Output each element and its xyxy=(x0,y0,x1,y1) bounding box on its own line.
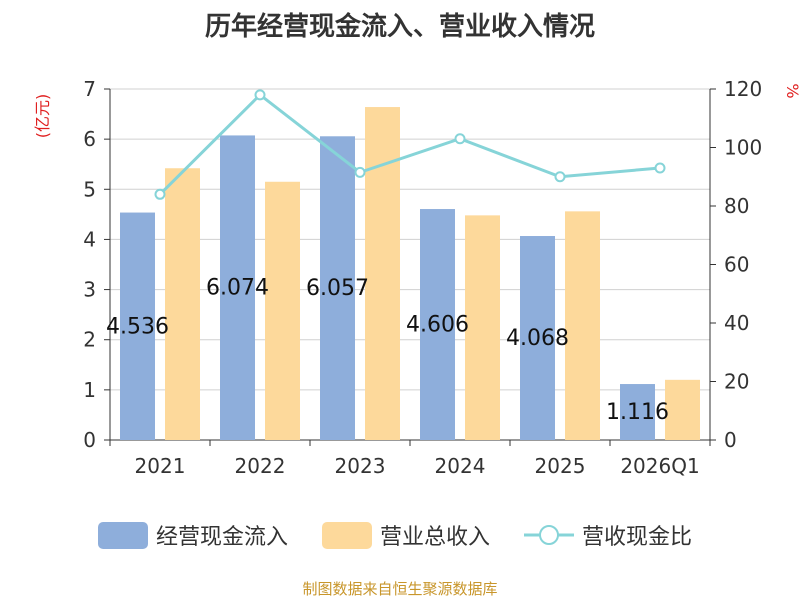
x-tick-label: 2023 xyxy=(335,454,386,478)
bar-data-label: 6.057 xyxy=(306,276,369,301)
bar-cash-inflow xyxy=(420,209,455,440)
chart-title: 历年经营现金流入、营业收入情况 xyxy=(204,12,595,42)
x-tick-label: 2021 xyxy=(135,454,186,478)
bar-revenue xyxy=(465,215,500,440)
y-right-tick-label: 60 xyxy=(724,253,749,277)
source-note: 制图数据来自恒生聚源数据库 xyxy=(302,580,498,598)
y-right-tick-label: 100 xyxy=(724,136,762,160)
legend-label: 营收现金比 xyxy=(582,525,692,550)
legend-swatch-cash-inflow xyxy=(98,522,148,549)
ratio-point xyxy=(254,89,266,101)
x-tick-label: 2022 xyxy=(235,454,286,478)
y-left-tick-label: 7 xyxy=(83,77,96,101)
y-right-tick-label: 0 xyxy=(724,428,737,452)
bar-cash-inflow xyxy=(320,136,355,440)
bar-revenue xyxy=(365,107,400,441)
x-tick-label: 2026Q1 xyxy=(620,454,699,478)
bar-cash-inflow xyxy=(620,384,655,440)
legend-label: 经营现金流入 xyxy=(156,525,288,550)
bar-data-label: 4.606 xyxy=(406,313,469,338)
bar-revenue xyxy=(565,211,600,440)
bar-data-label: 4.068 xyxy=(506,326,569,351)
y-right-tick-label: 120 xyxy=(724,77,762,101)
bar-revenue xyxy=(265,181,300,440)
y-left-tick-label: 6 xyxy=(83,127,96,151)
bar-data-label: 1.116 xyxy=(606,400,669,425)
legend-swatch-ratio-marker xyxy=(539,525,559,545)
bar-data-label: 6.074 xyxy=(206,276,269,301)
y-left-tick-label: 5 xyxy=(83,177,96,201)
y-right-tick-label: 20 xyxy=(724,370,749,394)
y-right-tick-label: 40 xyxy=(724,311,749,335)
ratio-point xyxy=(154,188,166,200)
y-right-unit-label: % xyxy=(783,83,800,98)
ratio-point xyxy=(354,166,366,178)
y-right-tick-label: 80 xyxy=(724,194,749,218)
ratio-point xyxy=(554,171,566,183)
bar-cash-inflow xyxy=(220,135,255,440)
ratio-point xyxy=(654,162,666,174)
ratio-point xyxy=(454,133,466,145)
bar-cash-inflow xyxy=(120,212,155,440)
x-tick-label: 2025 xyxy=(535,454,586,478)
y-left-tick-label: 4 xyxy=(83,227,96,251)
ratio-line xyxy=(158,92,661,196)
y-left-tick-label: 0 xyxy=(83,428,96,452)
y-left-tick-label: 2 xyxy=(83,328,96,352)
legend-label: 营业总收入 xyxy=(380,525,490,550)
bar-cash-inflow xyxy=(520,236,555,440)
bar-revenue xyxy=(165,168,200,440)
y-left-tick-label: 1 xyxy=(83,378,96,402)
x-tick-label: 2024 xyxy=(435,454,486,478)
bar-data-label: 4.536 xyxy=(106,314,169,339)
y-left-tick-label: 3 xyxy=(83,278,96,302)
bar-revenue xyxy=(665,379,700,440)
y-left-unit-label: (亿元) xyxy=(33,94,52,139)
legend-swatch-revenue xyxy=(322,522,372,549)
